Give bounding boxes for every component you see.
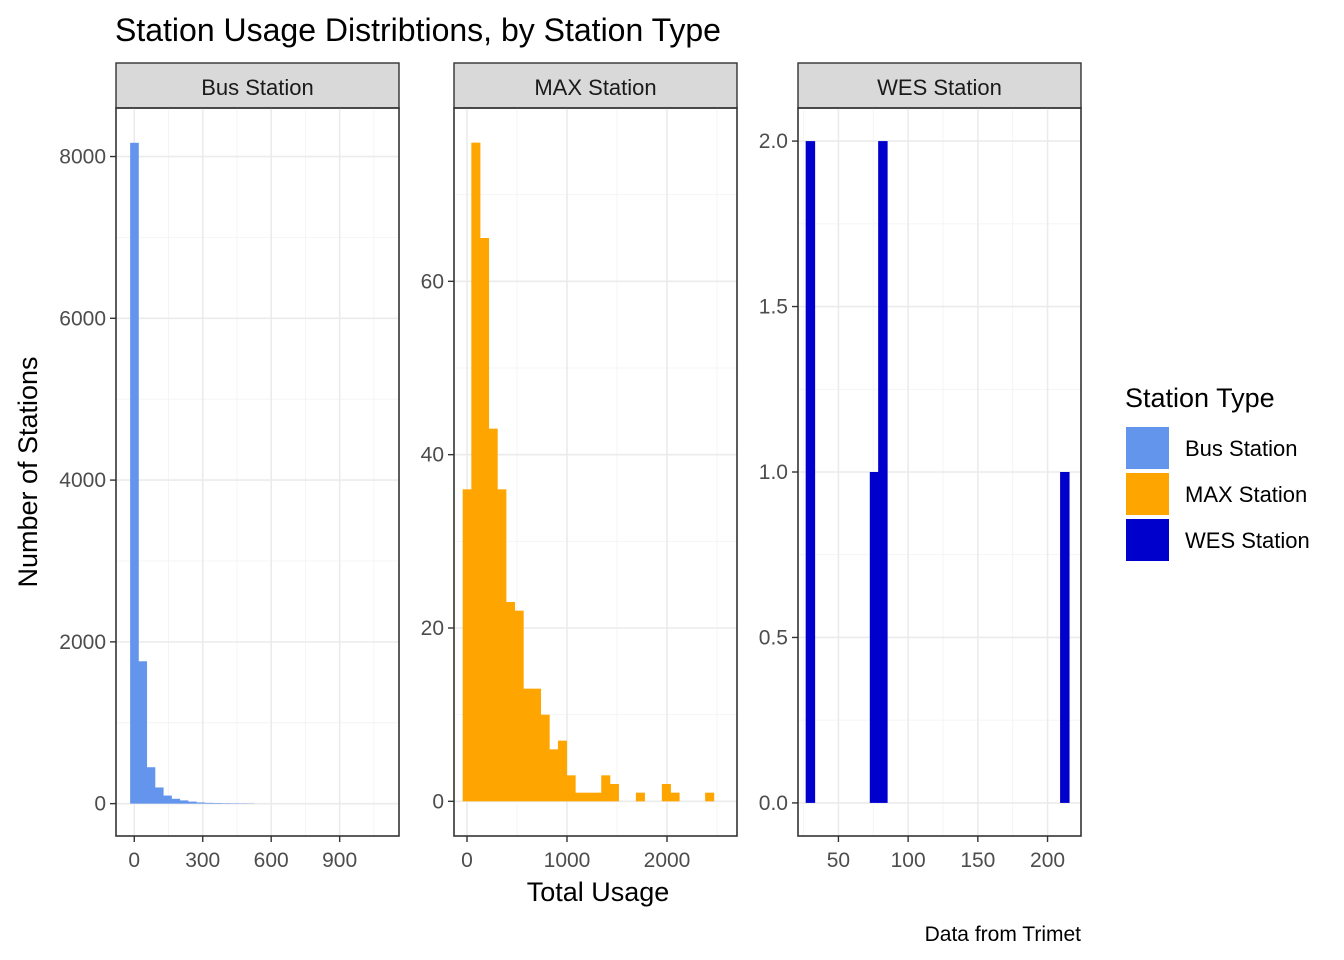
bars — [130, 142, 255, 804]
bars — [462, 142, 715, 802]
legend-key — [1126, 427, 1169, 469]
x-tick-label: 50 — [827, 849, 850, 872]
histogram-bar — [187, 801, 197, 804]
bars — [805, 141, 1070, 803]
histogram-bar — [878, 141, 888, 803]
y-tick-label: 2000 — [59, 631, 106, 654]
x-tick-label: 200 — [1030, 849, 1065, 872]
x-tick-label: 900 — [322, 849, 357, 872]
x-tick-label: 1000 — [544, 849, 591, 872]
histogram-bar — [171, 798, 181, 804]
histogram-bar — [805, 141, 816, 803]
histogram-bar — [1060, 472, 1070, 803]
histogram-bar — [163, 795, 172, 804]
x-tick-label: 300 — [185, 849, 220, 872]
caption: Data from Trimet — [925, 923, 1082, 946]
histogram-bar — [204, 802, 214, 804]
x-tick-label: 150 — [960, 849, 995, 872]
legend-label: WES Station — [1185, 528, 1310, 553]
y-tick-label: 6000 — [59, 307, 106, 330]
panel-border — [453, 107, 738, 837]
histogram-bar — [575, 792, 585, 802]
facet-strip-label: MAX Station — [534, 75, 656, 100]
panel-2: WES Station 50 100 150 200 0.0 0.5 1.0 1.5 2.0 — [759, 62, 1082, 872]
histogram-bar — [514, 610, 524, 802]
x-tick-label: 2000 — [644, 849, 691, 872]
histogram-bar — [196, 802, 205, 804]
histogram-bar — [549, 749, 559, 802]
legend: Station Type Bus Station MAX Station WES S… — [1125, 383, 1310, 561]
legend-key — [1126, 519, 1169, 561]
histogram-bar — [705, 792, 715, 802]
y-tick-label: 0.0 — [759, 792, 788, 815]
grid — [798, 108, 1081, 836]
histogram-bar — [869, 472, 879, 803]
y-tick-label: 40 — [421, 444, 444, 467]
histogram-bar — [462, 489, 472, 802]
x-tick-label: 0 — [461, 849, 473, 872]
y-tick-label: 0 — [432, 790, 444, 813]
y-tick-label: 8000 — [59, 146, 106, 169]
histogram-bar — [592, 792, 602, 802]
x-tick-label: 100 — [891, 849, 926, 872]
histogram-bar — [179, 800, 189, 804]
histogram-bar — [471, 142, 481, 802]
histogram-bar — [505, 602, 516, 802]
legend-label: MAX Station — [1185, 482, 1307, 507]
x-tick-label: 600 — [254, 849, 289, 872]
x-tick-label: 0 — [128, 849, 140, 872]
y-tick-label: 4000 — [59, 469, 106, 492]
panel-1: MAX Station 0 1000 2000 0 20 40 60 — [421, 62, 738, 872]
y-tick-label: 1.5 — [759, 296, 788, 319]
facet-strip-label: WES Station — [877, 75, 1002, 100]
histogram-bar — [130, 142, 139, 804]
histogram-bar — [670, 792, 680, 802]
histogram-bar — [609, 784, 619, 802]
x-axis-title: Total Usage — [527, 877, 670, 907]
histogram-bar — [540, 714, 550, 802]
y-tick-label: 0.5 — [759, 626, 788, 649]
chart-title: Station Usage Distribtions, by Station T… — [115, 12, 721, 48]
facet-strip — [453, 62, 738, 109]
facet-strip-label: Bus Station — [201, 75, 314, 100]
histogram-bar — [531, 688, 542, 802]
histogram-bar — [661, 784, 671, 802]
histogram-bar — [146, 767, 156, 804]
histogram-bar — [557, 740, 567, 802]
facet-strip — [115, 62, 400, 109]
histogram-bar — [523, 688, 533, 802]
panel-0: Bus Station 0 300 600 900 0 2000 4000 6000 8000 — [59, 62, 400, 872]
histogram-bar — [497, 489, 507, 802]
y-tick-label: 60 — [421, 270, 444, 293]
histogram-bar — [566, 775, 576, 802]
legend-title: Station Type — [1125, 383, 1275, 413]
histogram-bar — [479, 238, 490, 802]
y-tick-label: 0 — [94, 793, 106, 816]
legend-label: Bus Station — [1185, 436, 1298, 461]
legend-key — [1126, 473, 1169, 515]
y-tick-label: 20 — [421, 617, 444, 640]
grid — [116, 108, 399, 836]
histogram-bar — [138, 661, 148, 804]
histogram-bar — [488, 428, 498, 802]
y-tick-label: 2.0 — [759, 130, 788, 153]
y-tick-label: 1.0 — [759, 461, 788, 484]
histogram-bar — [601, 775, 611, 802]
histogram-bar — [583, 792, 593, 802]
y-axis-title: Number of Stations — [13, 356, 43, 587]
histogram-bar — [154, 787, 164, 804]
facet-strip — [797, 62, 1082, 109]
histogram-bar — [212, 802, 222, 804]
histogram-bar — [635, 792, 645, 802]
panel-border — [115, 107, 400, 837]
